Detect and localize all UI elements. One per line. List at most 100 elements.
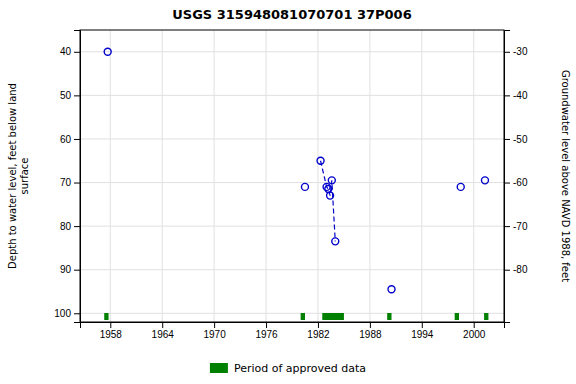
plot-area xyxy=(104,48,488,320)
tick-mark xyxy=(74,226,80,227)
tick: -80 xyxy=(504,264,528,275)
tick-mark xyxy=(74,313,80,314)
grid-line-x xyxy=(214,30,215,322)
legend-swatch xyxy=(210,363,228,373)
approved-period xyxy=(104,313,108,320)
tick-label: 80 xyxy=(60,221,72,232)
legend-item: Period of approved data xyxy=(210,362,366,375)
tick-mark xyxy=(422,322,423,328)
y-axis: 40 50 60 70 80 90 100 xyxy=(54,31,80,323)
tick-mark xyxy=(74,139,80,140)
tick: 60 xyxy=(60,134,80,145)
tick: 90 xyxy=(60,264,80,275)
tick: 2000 xyxy=(463,322,486,340)
tick-label: 50 xyxy=(60,90,72,101)
tick-label: 1982 xyxy=(307,329,330,340)
tick-label: -40 xyxy=(513,90,528,101)
tick: 1958 xyxy=(100,322,123,340)
tick-label: 1964 xyxy=(152,329,175,340)
grid-line-y xyxy=(80,226,504,227)
tick-mark xyxy=(74,270,80,271)
grid-line-x xyxy=(110,30,111,322)
approved-period xyxy=(484,313,488,320)
tick: -70 xyxy=(504,221,528,232)
tick: 1994 xyxy=(411,322,434,340)
tick-mark xyxy=(74,52,80,53)
tick-mark xyxy=(474,322,475,328)
tick-mark xyxy=(74,183,80,184)
legend-label: Period of approved data xyxy=(234,362,366,375)
tick: 1988 xyxy=(359,322,382,340)
tick-mark xyxy=(74,95,80,96)
grid-line-x xyxy=(473,30,474,322)
tick-mark xyxy=(504,183,510,184)
point xyxy=(388,286,395,293)
tick: 1964 xyxy=(152,322,175,340)
tick: 1976 xyxy=(255,322,278,340)
approved-period xyxy=(387,313,391,320)
title: USGS 315948081070701 37P006 xyxy=(172,7,411,22)
plot-frame xyxy=(80,30,504,322)
y2-axis: -30 -40 -50 -60 -70 -80 xyxy=(504,31,528,323)
line xyxy=(321,161,336,242)
y2-axis-line xyxy=(505,31,511,323)
tick: 40 xyxy=(60,46,80,57)
tick-label: 70 xyxy=(60,177,72,188)
tick-mark xyxy=(318,322,319,328)
tick-label: -60 xyxy=(513,177,528,188)
tick: 80 xyxy=(60,221,80,232)
y2-axis-title: Groundwater level above NAVD 1988, feet xyxy=(560,70,571,282)
tick-label: 100 xyxy=(54,308,71,319)
tick-label: 1994 xyxy=(411,329,434,340)
point xyxy=(104,48,111,55)
approved-period xyxy=(455,313,459,320)
point xyxy=(301,183,308,190)
x-axis: 1958 1964 1970 1976 1982 1988 1994 2000 xyxy=(81,322,505,340)
tick-label: -80 xyxy=(513,264,528,275)
tick-label: -70 xyxy=(513,221,528,232)
tick: -50 xyxy=(504,134,528,145)
tick: -60 xyxy=(504,177,528,188)
approved-period xyxy=(301,313,305,320)
tick-mark xyxy=(214,322,215,328)
approved-period xyxy=(322,313,344,320)
tick-mark xyxy=(266,322,267,328)
tick-label: 2000 xyxy=(463,329,486,340)
tick: 100 xyxy=(54,308,80,319)
grid-line-x xyxy=(162,30,163,322)
grid-line-y xyxy=(80,269,504,270)
x-axis-line xyxy=(81,323,505,329)
tick: 70 xyxy=(60,177,80,188)
tick-mark xyxy=(110,322,111,328)
tick-mark xyxy=(162,322,163,328)
tick-label: 60 xyxy=(60,134,72,145)
tick: -40 xyxy=(504,90,528,101)
grid-line-x xyxy=(317,30,318,322)
tick: 1970 xyxy=(203,322,226,340)
tick-label: 1988 xyxy=(359,329,382,340)
tick-mark xyxy=(504,52,510,53)
legend: Period of approved data xyxy=(210,362,366,375)
chart: 1958 1964 1970 1976 1982 1988 1994 2000 40 50 60 70… xyxy=(0,0,576,384)
scatter-series xyxy=(104,48,488,293)
tick-label: -50 xyxy=(513,134,528,145)
tick: -30 xyxy=(504,46,528,57)
tick-mark xyxy=(504,226,510,227)
grid-line-x xyxy=(266,30,267,322)
tick: 1982 xyxy=(307,322,330,340)
grid-line-y xyxy=(80,182,504,183)
grid-line-y xyxy=(80,313,504,314)
point xyxy=(457,183,464,190)
tick-mark xyxy=(370,322,371,328)
tick-label: 1958 xyxy=(100,329,123,340)
tick-label: 90 xyxy=(60,264,72,275)
grid-line-x xyxy=(369,30,370,322)
tick-mark xyxy=(504,95,510,96)
grid xyxy=(80,30,504,322)
tick-mark xyxy=(504,139,510,140)
tick-label: -30 xyxy=(513,46,528,57)
point xyxy=(481,177,488,184)
point xyxy=(332,238,339,245)
grid-line-y xyxy=(80,95,504,96)
tick: 50 xyxy=(60,90,80,101)
